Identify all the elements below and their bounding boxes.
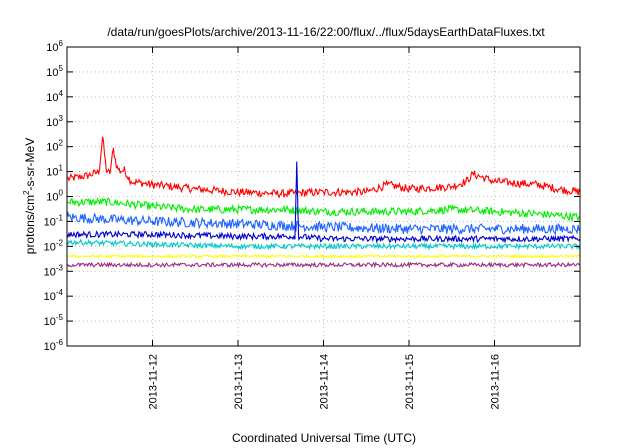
series-line: [66, 161, 581, 244]
y-tick-label: 103: [46, 114, 63, 129]
x-axis-label: Coordinated Universal Time (UTC): [232, 431, 416, 445]
chart-title: /data/run/goesPlots/archive/2013-11-16/2…: [107, 25, 545, 39]
x-tick-label: 2013-11-13: [233, 354, 245, 409]
y-tick-label: 10-4: [44, 288, 64, 303]
y-tick-label: 10-5: [44, 313, 64, 328]
y-axis: 10-6 10-5 10-4 10-3 10-2 10-1 100 101 102 103 104 1…: [44, 39, 580, 353]
y-tick-label: 101: [46, 164, 63, 179]
y-tick-label: 102: [46, 139, 63, 154]
y-tick-label: 10-2: [44, 238, 64, 253]
series-line: [66, 211, 581, 236]
series-group: [66, 136, 581, 269]
x-axis: 2013-11-12 2013-11-13 2013-11-14 2013-11-15…: [148, 47, 502, 409]
series-line: [66, 238, 581, 251]
y-tick-label: 10-1: [44, 213, 64, 228]
series-line: [66, 261, 581, 269]
x-tick-label: 2013-11-12: [148, 354, 160, 409]
y-axis-label-sup: 2: [22, 190, 31, 195]
series-line: [66, 253, 581, 259]
y-axis-label: protons/cm2-s-sr-MeV: [22, 138, 37, 254]
grid: [67, 47, 580, 346]
y-axis-label-prefix: protons/cm: [23, 195, 37, 254]
x-tick-label: 2013-11-15: [404, 354, 416, 409]
y-tick-label: 104: [46, 89, 63, 104]
y-tick-label: 105: [46, 64, 63, 79]
x-tick-label: 2013-11-14: [319, 354, 331, 409]
series-line: [66, 197, 581, 223]
y-axis-label-suffix: -s-sr-MeV: [23, 138, 37, 191]
y-tick-label: 10-3: [44, 263, 64, 278]
series-line: [66, 136, 581, 199]
y-tick-label: 10-6: [44, 338, 64, 353]
y-tick-label: 106: [46, 39, 63, 54]
x-tick-label: 2013-11-16: [490, 354, 502, 409]
y-tick-label: 100: [46, 189, 63, 204]
